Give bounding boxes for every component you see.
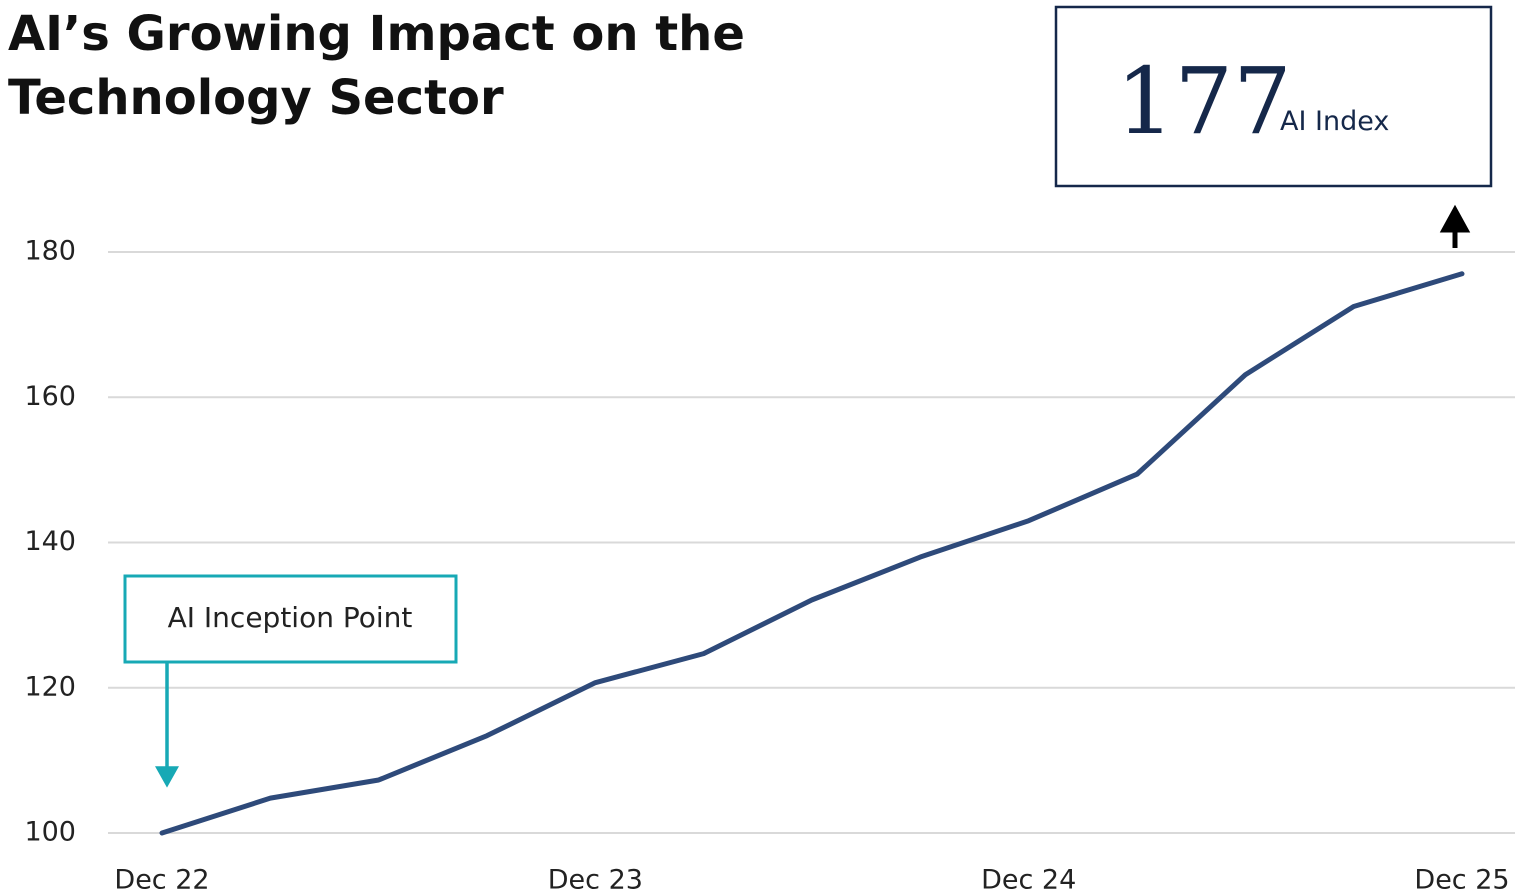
x-tick-label: Dec 24 — [981, 865, 1076, 896]
x-tick-label: Dec 25 — [1414, 865, 1509, 896]
y-tick-label: 180 — [24, 236, 76, 267]
callout-label: AI Index — [1280, 106, 1389, 137]
y-tick-label: 120 — [24, 671, 76, 702]
callout-box — [1054, 5, 1493, 188]
x-tick-label: Dec 23 — [548, 865, 643, 896]
up-arrow — [1439, 204, 1471, 248]
y-tick-label: 160 — [24, 381, 76, 412]
line-series — [159, 271, 1465, 836]
y-tick-label: 140 — [24, 526, 76, 557]
annotation-box — [123, 574, 458, 664]
annotation-arrow — [155, 662, 179, 788]
chart-title: AI’s Growing Impact on the Technology Se… — [8, 6, 745, 126]
callout-value: 177 — [1116, 48, 1292, 155]
annotation-label: AI Inception Point — [168, 601, 413, 634]
y-tick-label: 100 — [24, 817, 76, 848]
x-tick-label: Dec 22 — [114, 865, 209, 896]
